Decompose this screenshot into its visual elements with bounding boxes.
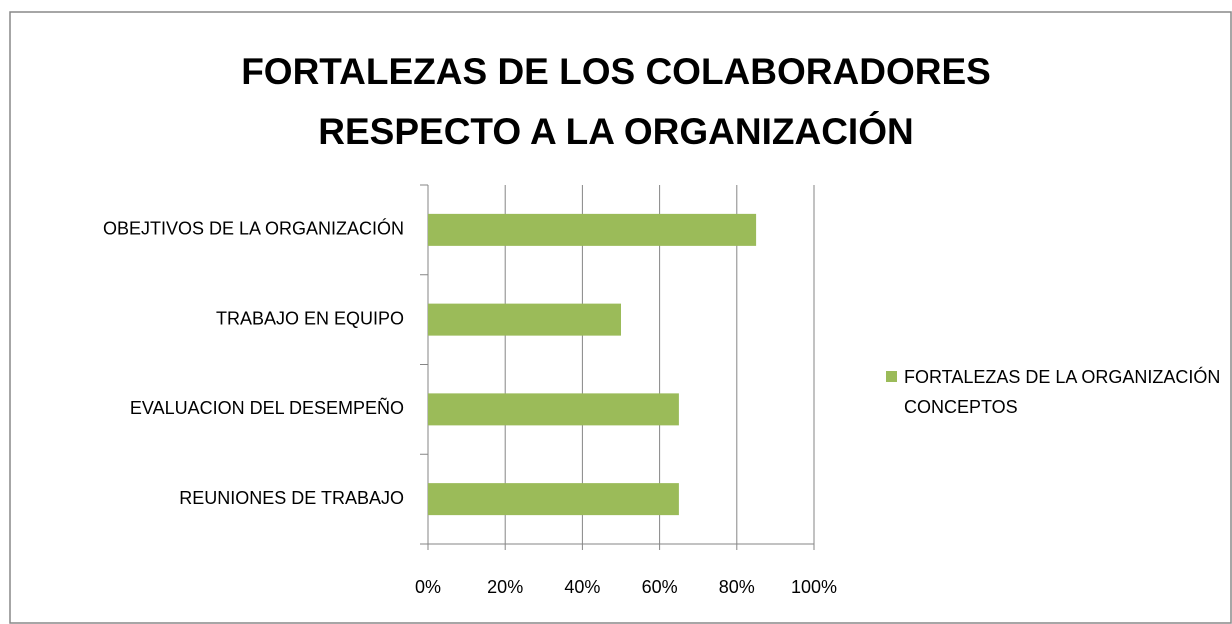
x-tick-label: 100% xyxy=(791,577,837,597)
bar xyxy=(428,483,679,516)
y-tick-label: REUNIONES DE TRABAJO xyxy=(179,488,404,508)
chart-title: FORTALEZAS DE LOS COLABORADORES RESPECTO… xyxy=(241,51,991,152)
legend-swatch xyxy=(886,371,897,382)
bar xyxy=(428,303,621,336)
x-tick-label: 40% xyxy=(564,577,600,597)
legend-label: FORTALEZAS DE LA ORGANIZACIÓN CONCEPTOS xyxy=(904,367,1221,417)
x-tick-label: 80% xyxy=(719,577,755,597)
y-tick-label: OBEJTIVOS DE LA ORGANIZACIÓN xyxy=(103,218,404,239)
y-tick-label: EVALUACION DEL DESEMPEÑO xyxy=(130,397,404,418)
bar xyxy=(428,213,757,246)
bar xyxy=(428,393,679,426)
y-tick-label: TRABAJO EN EQUIPO xyxy=(216,308,404,328)
x-tick-label: 60% xyxy=(642,577,678,597)
x-tick-label: 0% xyxy=(415,577,441,597)
chart-frame xyxy=(9,11,1232,624)
x-tick-label: 20% xyxy=(487,577,523,597)
